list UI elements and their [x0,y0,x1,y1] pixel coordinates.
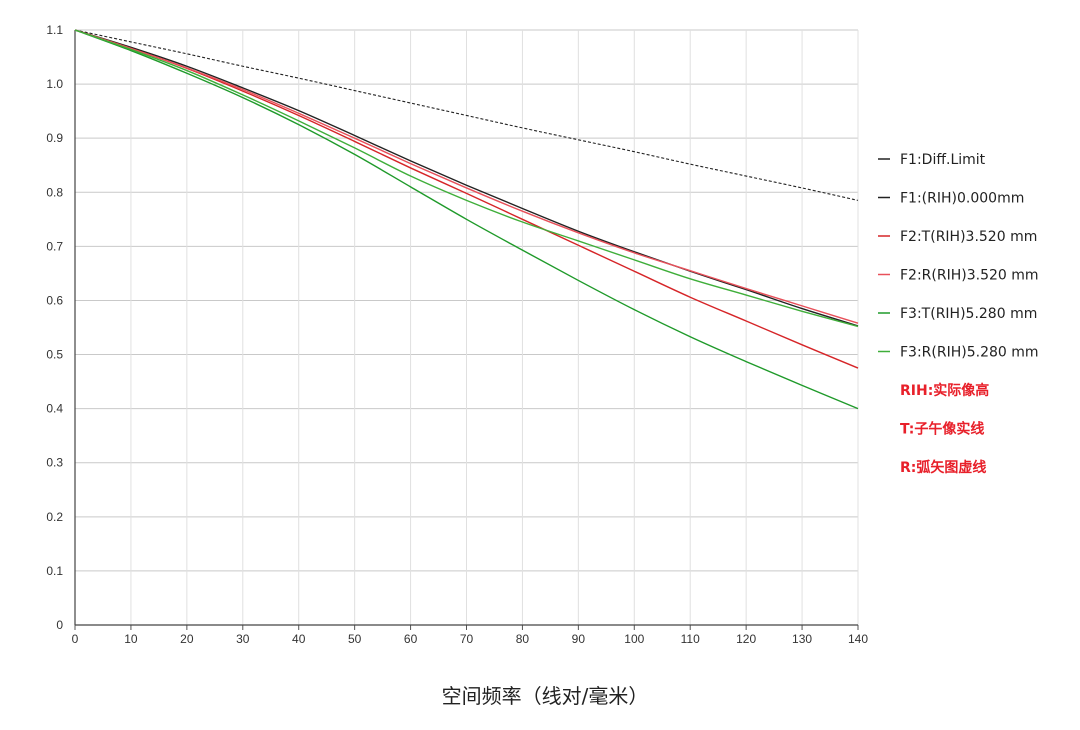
x-tick-label: 90 [572,632,586,646]
y-tick-label: 0.1 [46,564,63,578]
x-tick-label: 0 [72,632,79,646]
y-tick-label: 0.6 [46,293,63,307]
legend-label: F2:R(RIH)3.520 mm [900,268,1039,284]
legend: F1:Diff.Limit F1:(RIH)0.000mm F2:T(RIH)3.5… [878,152,1039,361]
series-lines [74,29,859,410]
legend-label: F1:Diff.Limit [900,152,986,168]
legend-label: F3:T(RIH)5.280 mm [900,306,1037,322]
y-tick-label: 0.2 [46,510,63,524]
y-tick-label: 0.8 [46,185,63,199]
x-tick-label: 130 [792,632,812,646]
x-tick-label: 20 [180,632,194,646]
y-tick-labels: 0 0.1 0.2 0.3 0.4 0.5 0.6 0.7 0.8 0.9 1.0 1.1 [46,23,63,632]
x-axis-label: 空间频率（线对/毫米） [442,684,649,708]
series-line-2 [74,29,859,327]
legend-label: F2:T(RIH)3.520 mm [900,229,1037,245]
x-tick-label: 10 [124,632,138,646]
legend-label: F3:R(RIH)5.280 mm [900,345,1039,361]
x-tick-label: 40 [292,632,306,646]
legend-notes: RIH:实际像高 T:子午像实线 R:弧矢图虚线 [900,382,989,476]
legend-note: T:子午像实线 [900,421,984,438]
x-tick-label: 50 [348,632,362,646]
y-tick-label: 0 [56,618,63,632]
x-tick-label: 80 [516,632,530,646]
y-tick-label: 1.0 [46,77,63,91]
series-line-6 [74,29,859,328]
x-tick-label: 120 [736,632,756,646]
y-tick-label: 0.3 [46,456,63,470]
y-tick-label: 0.4 [46,402,63,416]
y-tick-label: 1.1 [46,23,63,37]
x-tick-label: 100 [624,632,644,646]
x-tick-label: 60 [404,632,418,646]
series-line-1 [74,29,859,201]
legend-note: RIH:实际像高 [900,382,989,399]
legend-label: F1:(RIH)0.000mm [900,191,1024,207]
series-line-3 [74,29,859,369]
grid-lines [75,29,859,625]
series-line-5 [74,29,859,410]
y-tick-label: 0.9 [46,131,63,145]
x-tick-label: 110 [681,632,700,646]
series-line-4 [74,29,859,324]
y-tick-label: 0.7 [46,239,63,253]
x-tick-label: 30 [236,632,250,646]
x-tick-label: 140 [848,632,868,646]
x-tick-label: 70 [460,632,474,646]
axes [74,30,859,630]
x-tick-labels: 0 10 20 30 40 50 60 70 80 90 100 110 120 130 140 [72,632,869,646]
legend-note: R:弧矢图虚线 [900,459,986,476]
y-tick-label: 0.5 [46,348,63,362]
